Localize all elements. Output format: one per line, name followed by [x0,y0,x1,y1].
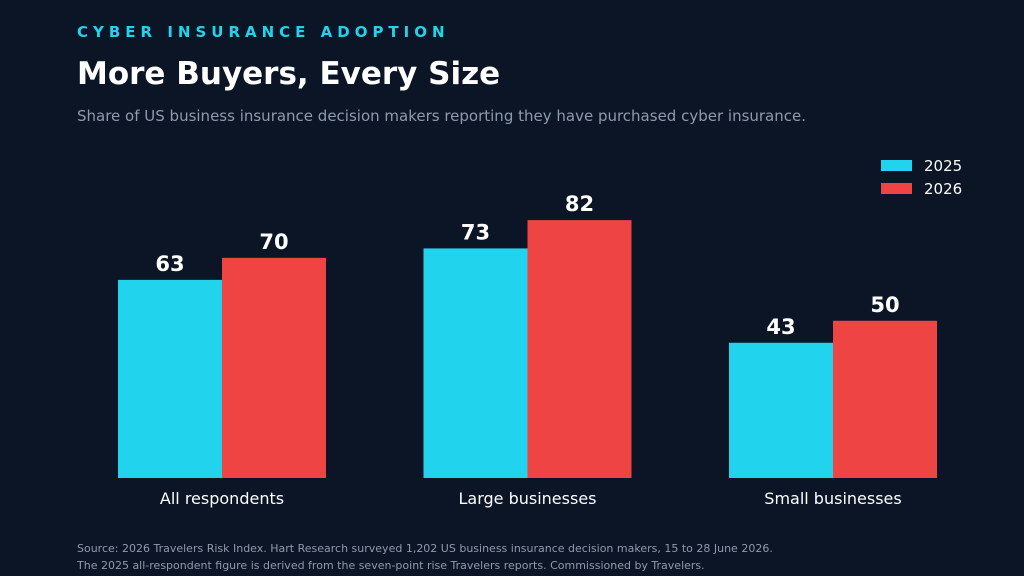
bar-large-businesses-2026 [527,220,632,479]
data-label-all-respondents-2025: 63 [155,252,184,276]
source-line-2: The 2025 all-respondent figure is derive… [77,559,705,572]
legend-label-2025: 2025 [924,156,963,175]
data-label-large-businesses-2026: 82 [565,192,594,216]
source-line-1: Source: 2026 Travelers Risk Index. Hart … [77,542,773,555]
data-label-small-businesses-2026: 50 [870,293,899,317]
bar-all-respondents-2026 [222,257,326,478]
legend-item-2026: 2026 [881,177,962,200]
chart-legend: 2025 2026 [881,154,962,200]
legend-item-2025: 2025 [881,154,962,177]
chart-title: More Buyers, Every Size [77,56,501,92]
source-note: Source: 2026 Travelers Risk Index. Hart … [77,540,773,574]
data-label-all-respondents-2026: 70 [259,230,288,254]
eyebrow-label: CYBER INSURANCE ADOPTION [77,23,450,41]
legend-label-2026: 2026 [924,179,963,198]
data-label-large-businesses-2025: 73 [461,220,490,244]
legend-swatch-2026 [881,183,912,194]
x-tick-label: All respondents [160,489,284,508]
bar-small-businesses-2026 [833,320,937,478]
data-label-small-businesses-2025: 43 [766,315,795,339]
bar-all-respondents-2025 [118,279,222,478]
chart-subtitle: Share of US business insurance decision … [77,107,807,125]
bar-large-businesses-2025 [423,248,528,478]
legend-swatch-2025 [881,160,912,171]
x-tick-label: Large businesses [458,489,596,508]
x-tick-label: Small businesses [764,489,901,508]
bar-small-businesses-2025 [729,342,833,478]
